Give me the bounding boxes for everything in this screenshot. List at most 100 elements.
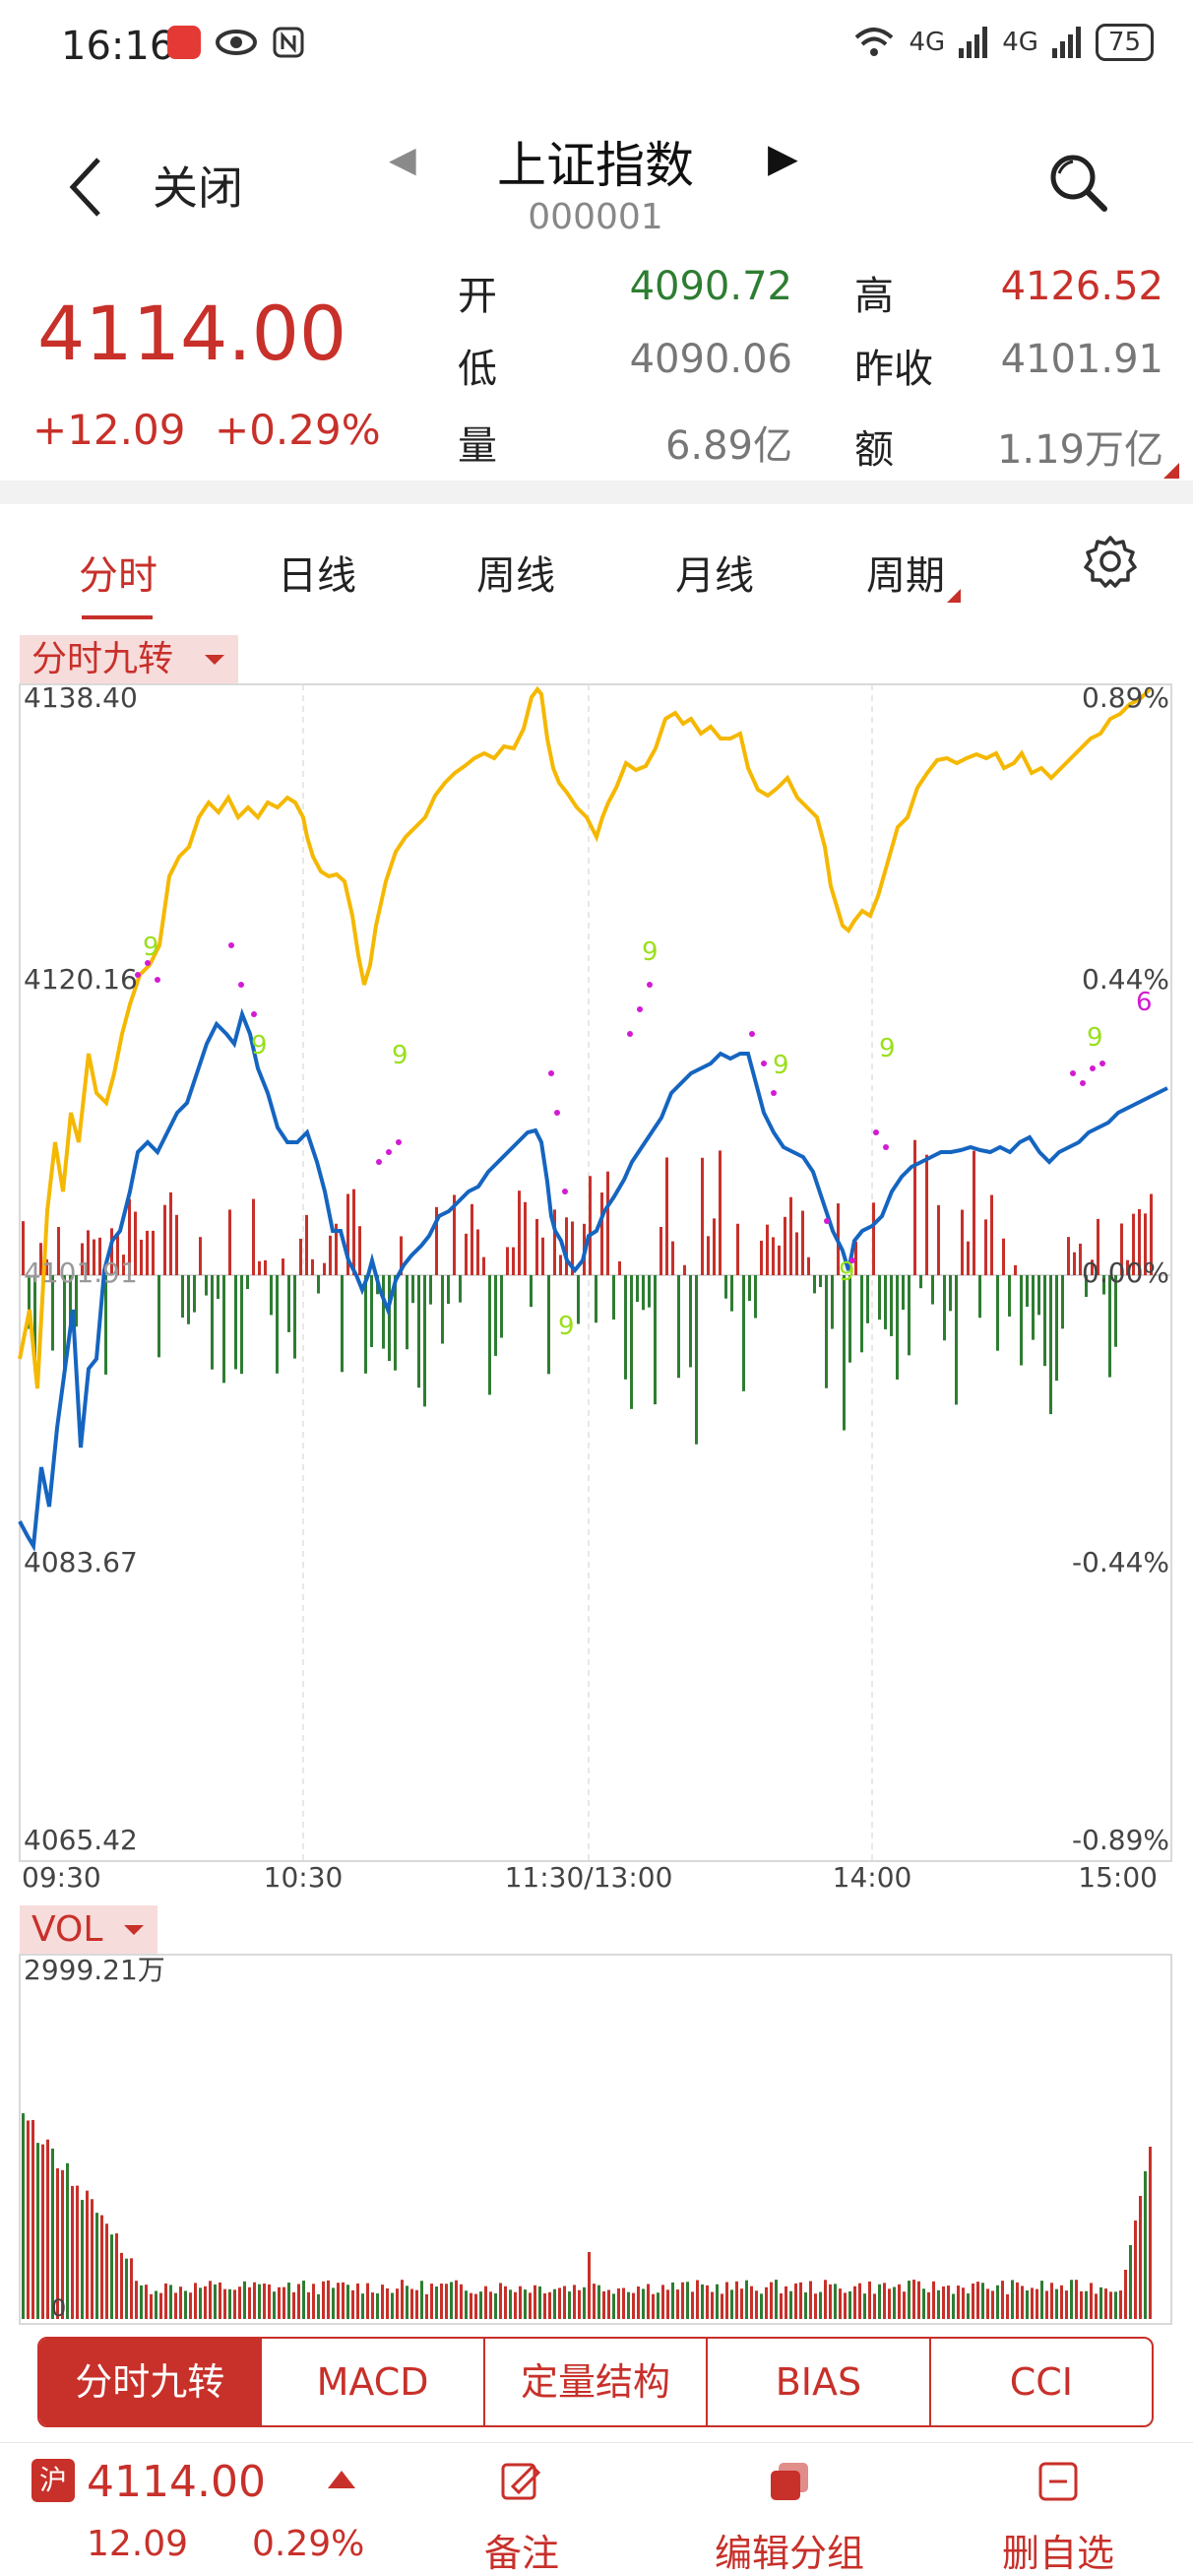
flow-bar [878,1275,881,1320]
flow-bar [931,1275,934,1305]
volume-bar [396,2288,399,2319]
signal-label-1: 4G [909,28,946,57]
status-right: 4G 4G 75 [852,24,1154,61]
flow-bar [807,1256,810,1275]
volume-bar [1050,2283,1053,2319]
flow-bar [683,1264,686,1275]
volume-bar [150,2293,153,2319]
tab-monthly[interactable]: 月线 [675,553,754,599]
flow-bar [860,1275,863,1353]
tab-macd[interactable]: MACD [262,2339,485,2425]
flow-bar [518,1191,521,1275]
flow-bar [689,1275,692,1368]
edit-group-button[interactable]: 编辑分组 [711,2459,868,2576]
volume-bar [775,2280,778,2319]
volume-bar [386,2287,389,2319]
note-button[interactable]: 备注 [472,2459,571,2576]
prev-stock-icon[interactable]: ◀ [389,140,416,180]
remove-watchlist-button[interactable]: 删自选 [994,2459,1122,2576]
flow-bar [795,1232,798,1275]
volume-bar [1090,2283,1093,2319]
volume-bar [1139,2196,1142,2319]
tab-bias[interactable]: BIAS [708,2339,931,2425]
volume-bar [361,2293,364,2319]
flow-bar [441,1275,444,1344]
volume-bar [612,2293,615,2319]
flow-bar [471,1203,473,1275]
volume-bar [504,2286,507,2319]
gear-icon[interactable] [1083,534,1138,589]
flow-bar [648,1275,651,1308]
y-label-right: 0.89% [1082,681,1169,714]
nine-turn-label: 9 [143,933,159,962]
flow-bar [754,1275,757,1319]
flow-bar [1085,1275,1088,1298]
volume-bar [110,2234,113,2319]
nine-turn-label: 9 [251,1031,268,1061]
volume-bar [71,2185,74,2319]
volume-bar [1119,2290,1122,2319]
tab-daily[interactable]: 日线 [278,553,356,599]
search-icon[interactable] [1043,148,1112,217]
back-arrow-icon[interactable] [59,148,118,226]
volume-bar [470,2292,472,2319]
close-button[interactable]: 关闭 [153,161,243,215]
remove-icon [1038,2462,1078,2501]
edit-group-label: 编辑分组 [714,2532,864,2575]
volume-chart[interactable]: 2999.21万 0 [0,1950,1193,2329]
flow-bar [352,1189,355,1275]
flow-bar [1091,1259,1094,1275]
tab-weekly[interactable]: 周线 [476,553,555,599]
flow-bar [494,1275,497,1356]
flow-bar [400,1236,403,1275]
flow-bar [364,1275,367,1374]
indicator-tabs: 分时九转 MACD 定量结构 BIAS CCI [37,2337,1154,2427]
volume-bar [981,2283,984,2319]
open-label: 开 [458,274,497,319]
page-title: 上证指数 [497,137,694,194]
flow-bar [1043,1275,1046,1367]
next-stock-icon[interactable]: ▶ [768,136,798,181]
flow-bar [789,1196,792,1275]
flow-bar [730,1275,733,1312]
y-label-right: 0.00% [1082,1256,1169,1289]
volume-bar [858,2283,861,2319]
tab-period[interactable]: 周期 [866,553,945,599]
tab-intraday[interactable]: 分时 [79,553,157,599]
volume-bar [972,2283,974,2319]
tab-nine-turn[interactable]: 分时九转 [39,2339,263,2425]
volume-label: 量 [458,423,497,469]
volume-bar [524,2289,527,2319]
tab-cci[interactable]: CCI [1009,2360,1073,2404]
nine-turn-label: 9 [642,937,659,967]
price-line [18,1007,1168,1553]
volume-bar [991,2290,994,2319]
volume-bar [253,2282,256,2319]
volume-bar [529,2292,532,2319]
volume-bar [799,2282,802,2319]
flow-bar [642,1275,645,1311]
volume-bar [292,2291,295,2319]
flow-bar [742,1275,745,1391]
volume-bar [164,2283,167,2319]
flow-bar [175,1214,178,1275]
volume-bar [780,2292,783,2319]
nine-turn-label: 9 [1087,1023,1103,1053]
flow-bar [624,1275,627,1380]
y-label-left: 4065.42 [24,1824,138,1856]
flow-bar [234,1275,237,1370]
chevron-down-icon [205,655,224,665]
flow-bar [270,1275,273,1316]
up-arrow-icon [328,2471,355,2488]
expand-corner-icon[interactable] [1163,463,1179,479]
current-price: 4114.00 [37,290,347,377]
flow-bar [677,1275,680,1379]
flow-bar [636,1275,639,1303]
volume-bar [568,2291,571,2319]
volume-bar [789,2290,792,2319]
tab-quant-structure[interactable]: 定量结构 [485,2339,709,2425]
volume-bar [686,2282,689,2319]
vol-selector[interactable]: VOL [20,1905,157,1955]
intraday-chart[interactable]: 9 9 9 9 9 9 9 9 9 6 4138.40 4120.16 4101… [0,679,1193,1900]
indicator-selector[interactable]: 分时九转 [20,635,238,684]
